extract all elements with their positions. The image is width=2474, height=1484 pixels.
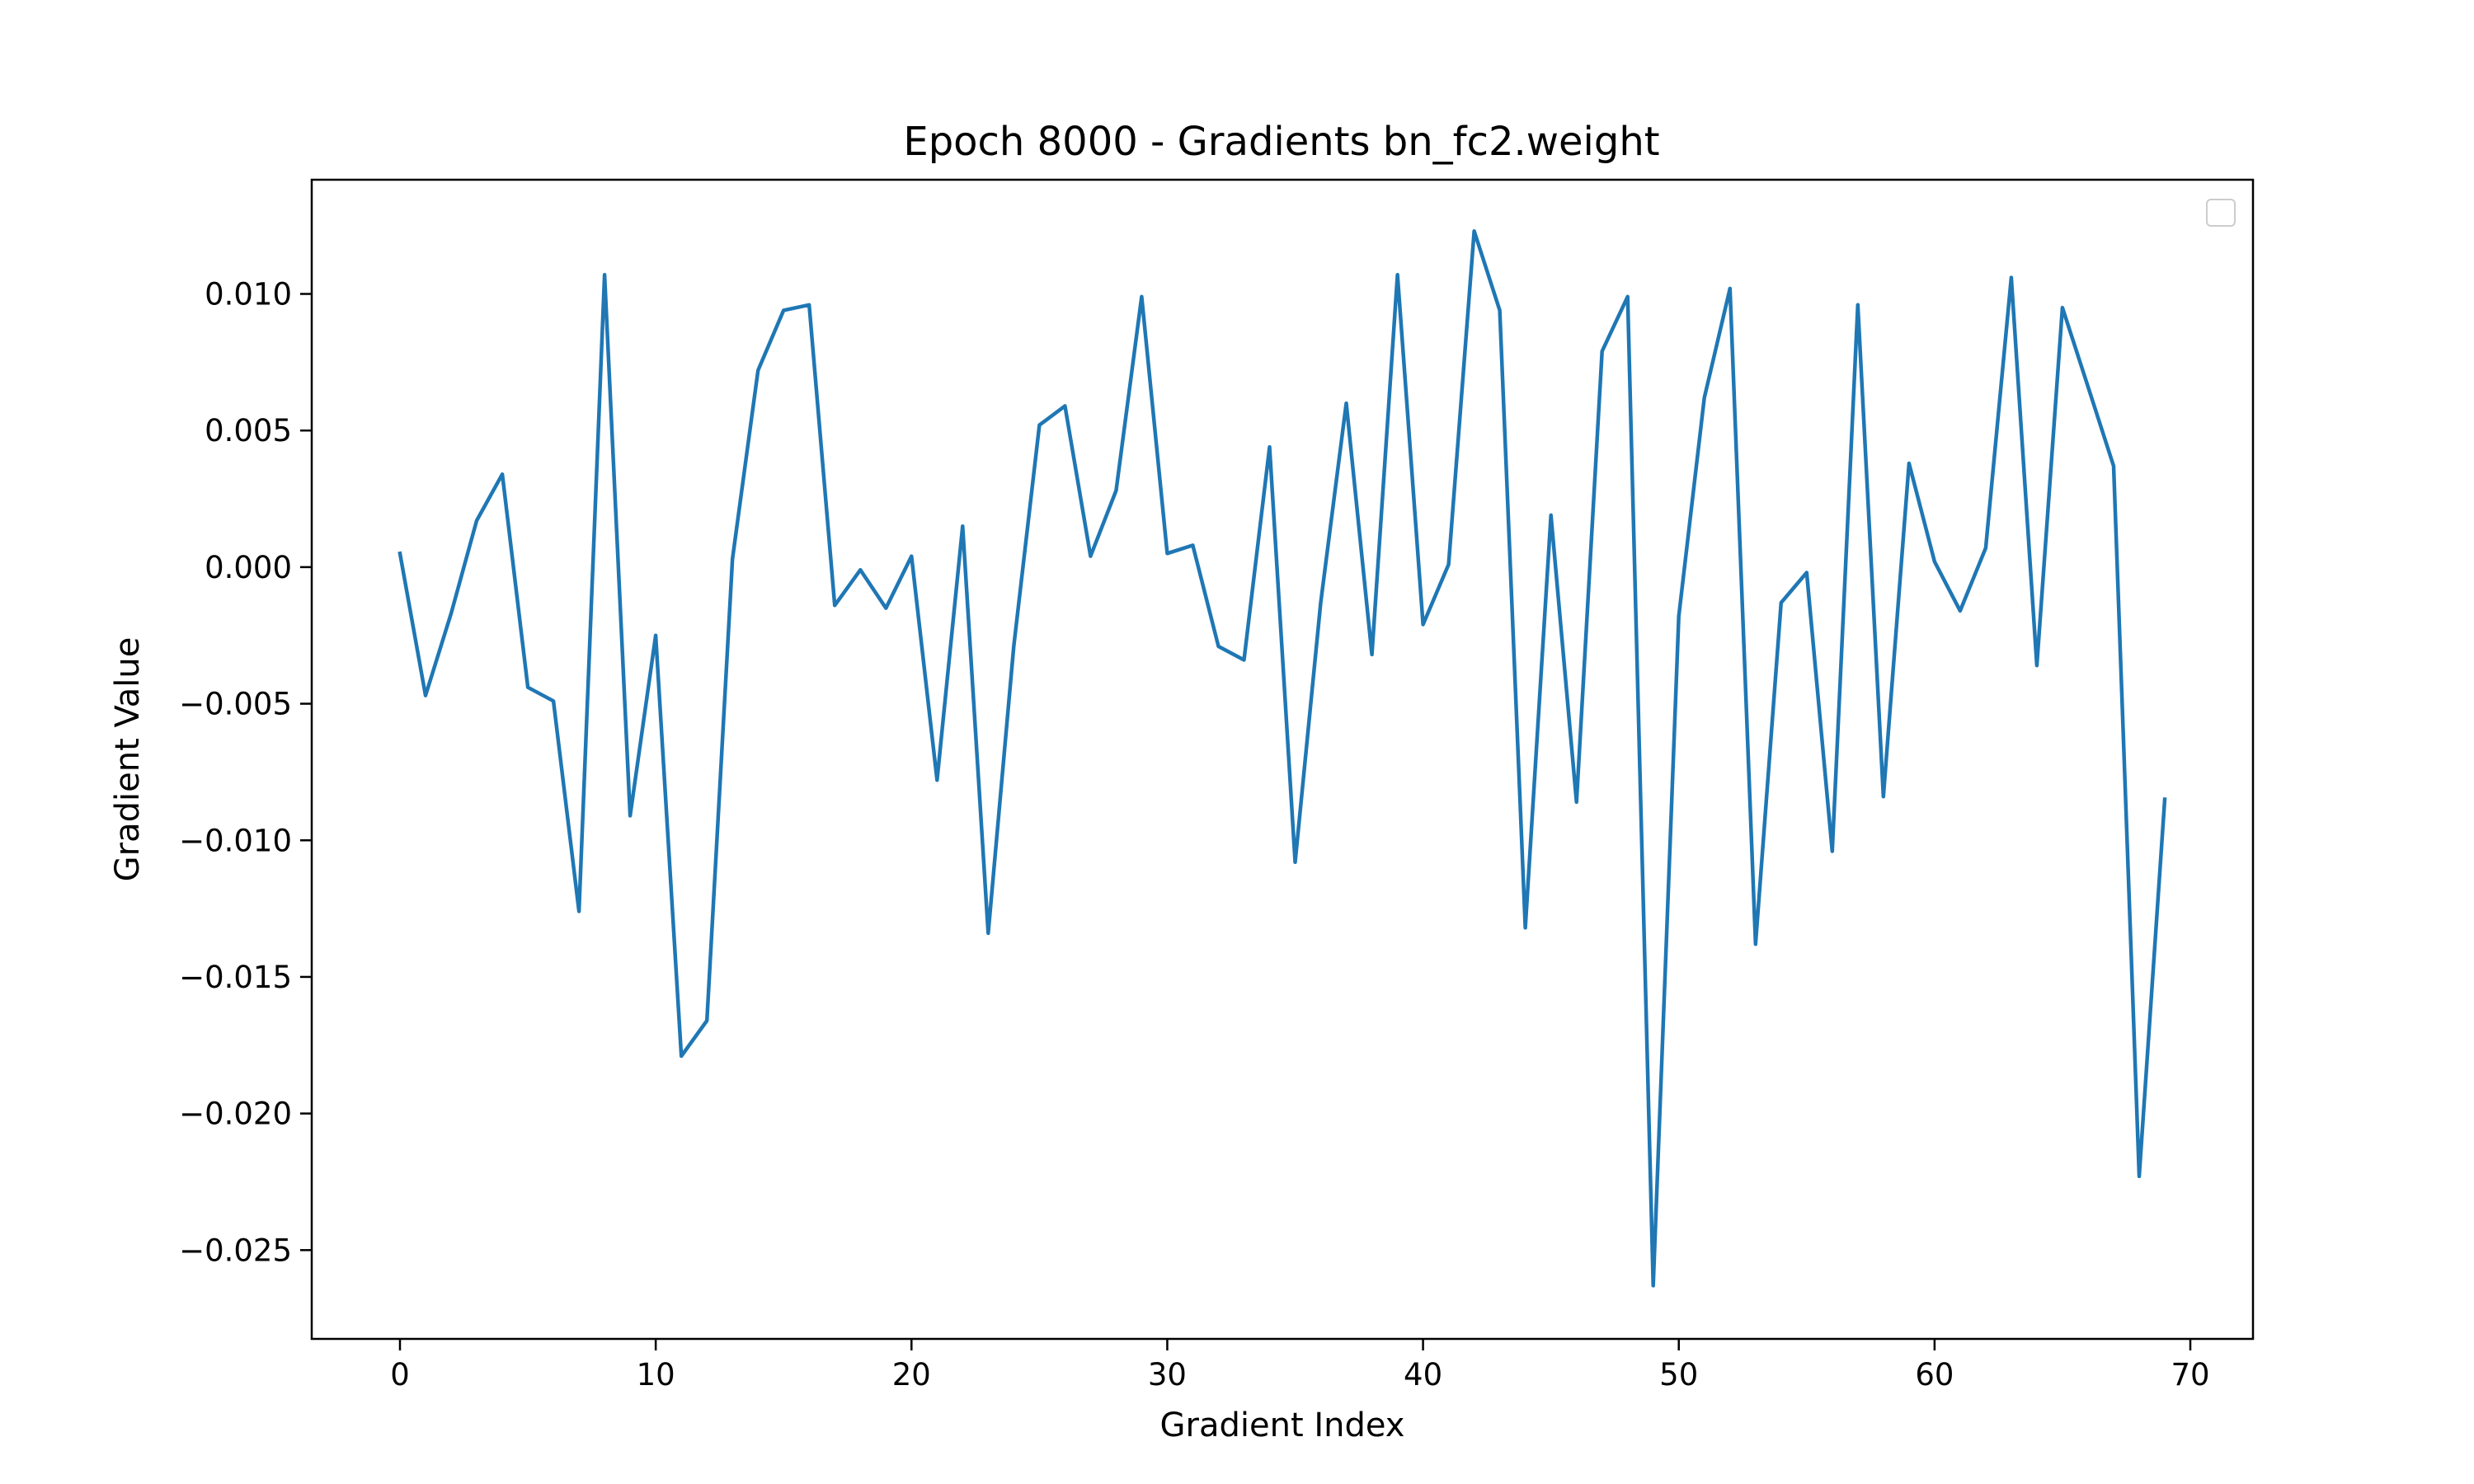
x-tick-label: 20 xyxy=(892,1357,931,1392)
x-tick-label: 10 xyxy=(637,1357,675,1392)
x-axis-label: Gradient Index xyxy=(1160,1407,1405,1444)
plot-frame xyxy=(310,178,2255,1341)
y-tick-label: 0.005 xyxy=(205,413,292,448)
legend xyxy=(2206,199,2236,227)
chart-title: Epoch 8000 - Gradients bn_fc2.weight xyxy=(903,119,1659,165)
series-layer xyxy=(397,229,2167,1288)
series-line xyxy=(397,229,2167,1288)
y-tick-label: −0.005 xyxy=(179,687,292,722)
y-tick-label: −0.025 xyxy=(179,1233,292,1268)
y-tick-label: −0.020 xyxy=(179,1097,292,1132)
y-tick-label: 0.000 xyxy=(205,550,292,585)
legend-box xyxy=(2206,199,2236,227)
x-tick-label: 40 xyxy=(1404,1357,1442,1392)
y-tick-label: 0.010 xyxy=(205,277,292,312)
y-axis-label: Gradient Value xyxy=(109,637,147,882)
x-tick-label: 60 xyxy=(1915,1357,1954,1392)
x-tick-label: 70 xyxy=(2171,1357,2209,1392)
y-tick-label: −0.010 xyxy=(179,823,292,858)
plot-area xyxy=(310,178,2255,1341)
x-tick-label: 50 xyxy=(1659,1357,1698,1392)
x-tick-label: 30 xyxy=(1148,1357,1187,1392)
y-axis: 0.010 0.005 0.000 −0.005 −0.010 −0.015 −0.020 −… xyxy=(179,277,312,1268)
x-tick-label: 0 xyxy=(390,1357,410,1392)
y-tick-label: −0.015 xyxy=(179,960,292,995)
x-axis: 0 10 20 30 40 50 60 70 xyxy=(390,1339,2210,1392)
